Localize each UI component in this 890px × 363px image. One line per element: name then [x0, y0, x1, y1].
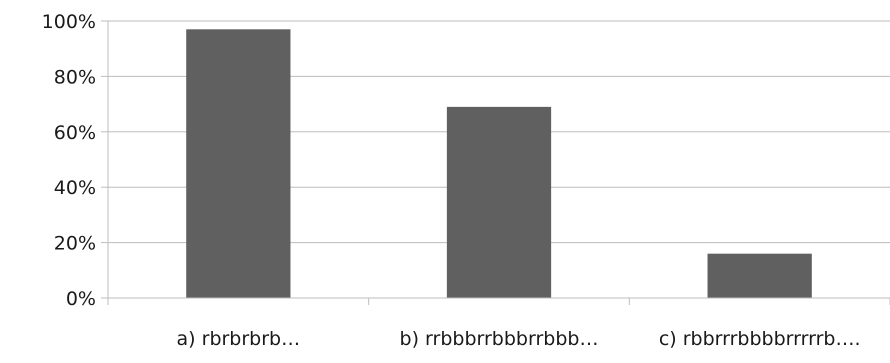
y-tick-label: 60% [54, 122, 96, 144]
x-tick-label: a) rbrbrbrb… [177, 328, 301, 350]
bars [186, 29, 812, 299]
y-tick-label: 80% [54, 66, 96, 88]
y-tick-label: 100% [42, 11, 96, 33]
x-tick-labels: a) rbrbrbrb… b) rrbbbrrbbbrrbbb… c) rbbrrr… [177, 328, 861, 350]
y-tick-label: 0% [66, 288, 96, 310]
y-tick-label: 20% [54, 233, 96, 255]
bar [186, 29, 291, 299]
x-tick-label: c) rbbrrrbbbbrrrrrb…. [659, 328, 861, 350]
x-tick-label: b) rrbbbrrbbbrrbbb… [400, 328, 599, 350]
bar [707, 253, 812, 298]
bar [446, 106, 552, 299]
y-tick-label: 40% [54, 177, 96, 199]
axes [101, 20, 890, 305]
y-tick-labels: 0% 20% 40% 60% 80% 100% [42, 11, 96, 310]
